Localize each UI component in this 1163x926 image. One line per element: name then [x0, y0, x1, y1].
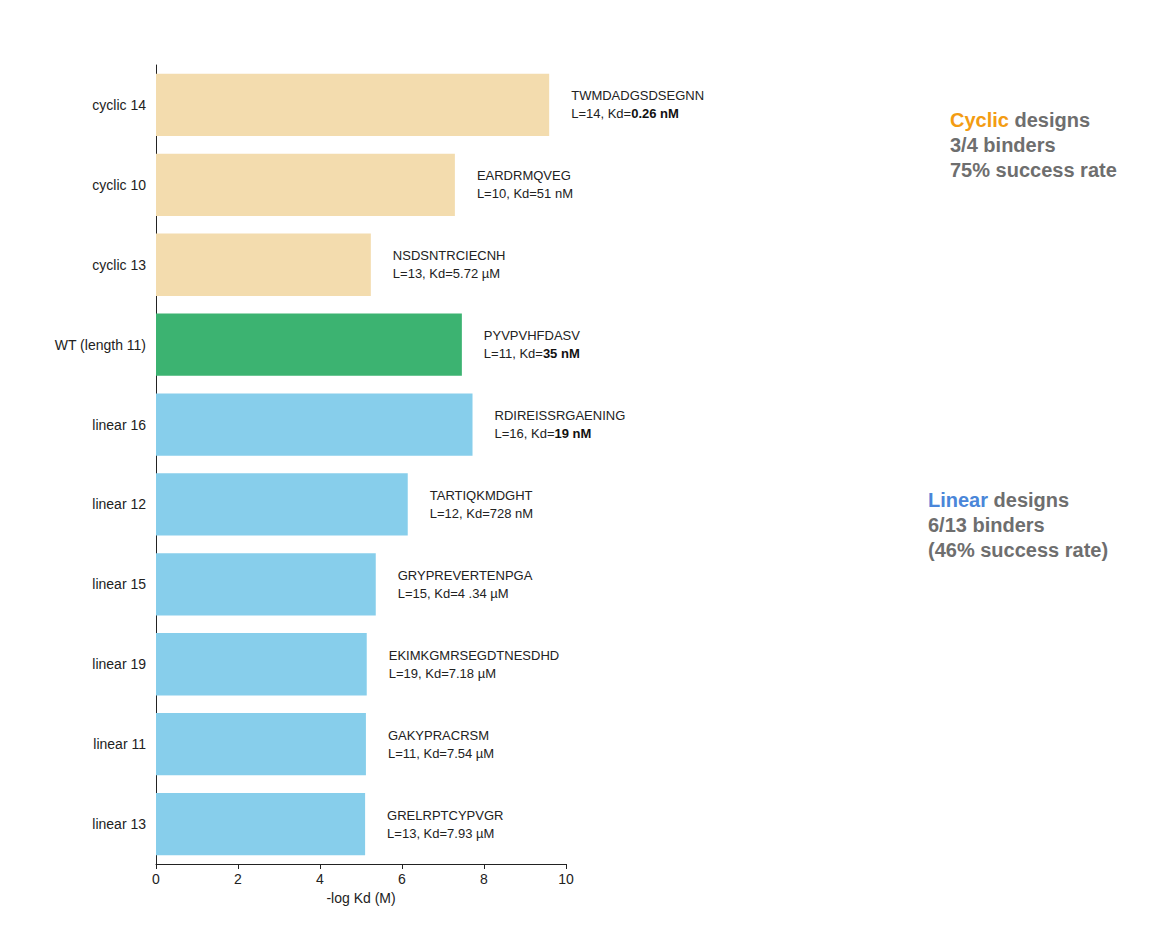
svg-text:0.26 nM: 0.26 nM [631, 106, 679, 121]
svg-text:L=15, Kd=: L=15, Kd= [398, 586, 458, 601]
svg-text:cyclic 10: cyclic 10 [92, 177, 146, 193]
svg-text:NSDSNTRCIECNH: NSDSNTRCIECNH [393, 248, 506, 263]
svg-text:L=13, Kd=: L=13, Kd= [387, 826, 447, 841]
svg-text:4 .34 µM: 4 .34 µM [458, 586, 509, 601]
svg-text:WT (length 11): WT (length 11) [55, 337, 146, 353]
svg-text:-log Kd (M): -log Kd (M) [326, 890, 395, 906]
svg-text:EARDRMQVEG: EARDRMQVEG [477, 168, 571, 183]
svg-text:linear 19: linear 19 [92, 656, 146, 672]
svg-text:L=16, Kd=: L=16, Kd= [495, 426, 555, 441]
svg-text:728 nM: 728 nM [490, 506, 533, 521]
svg-text:L=11, Kd=: L=11, Kd= [388, 746, 447, 761]
svg-text:linear 16: linear 16 [92, 417, 146, 433]
svg-text:(46% success rate): (46% success rate) [928, 539, 1108, 561]
svg-text:10: 10 [558, 871, 574, 887]
svg-text:51 nM: 51 nM [537, 186, 573, 201]
svg-text:35 nM: 35 nM [543, 346, 580, 361]
svg-text:7.93 µM: 7.93 µM [447, 826, 494, 841]
svg-text:L=10, Kd=: L=10, Kd= [477, 186, 537, 201]
svg-text:L=19, Kd=: L=19, Kd= [389, 666, 449, 681]
svg-text:linear 12: linear 12 [92, 496, 146, 512]
svg-text:designs: designs [1009, 109, 1090, 131]
svg-text:Cyclic: Cyclic [950, 109, 1009, 131]
svg-text:0: 0 [152, 871, 160, 887]
svg-text:EKIMKGMRSEGDTNESDHD: EKIMKGMRSEGDTNESDHD [389, 648, 559, 663]
svg-text:L=12, Kd=: L=12, Kd= [430, 506, 490, 521]
svg-text:6: 6 [398, 871, 406, 887]
svg-text:designs: designs [988, 489, 1069, 511]
svg-text:RDIREISSRGAENING: RDIREISSRGAENING [495, 408, 626, 423]
svg-text:PYVPVHFDASV: PYVPVHFDASV [484, 328, 580, 343]
svg-text:cyclic 13: cyclic 13 [92, 257, 146, 273]
svg-text:TWMDADGSDSEGNN: TWMDADGSDSEGNN [571, 88, 704, 103]
svg-text:GRELRPTCYPVGR: GRELRPTCYPVGR [387, 808, 503, 823]
svg-text:L=14, Kd=: L=14, Kd= [571, 106, 631, 121]
svg-text:linear 15: linear 15 [92, 576, 146, 592]
svg-text:7.54 µM: 7.54 µM [447, 746, 494, 761]
svg-text:GAKYPRACRSM: GAKYPRACRSM [388, 728, 489, 743]
svg-text:19 nM: 19 nM [555, 426, 592, 441]
svg-text:6/13 binders: 6/13 binders [928, 514, 1045, 536]
svg-text:4: 4 [316, 871, 324, 887]
svg-text:L=11, Kd=: L=11, Kd= [484, 346, 543, 361]
svg-text:GRYPREVERTENPGA: GRYPREVERTENPGA [398, 568, 533, 583]
svg-text:Linear: Linear [928, 489, 988, 511]
svg-text:75% success rate: 75% success rate [950, 159, 1117, 181]
svg-text:5.72 µM: 5.72 µM [453, 266, 500, 281]
svg-text:8: 8 [480, 871, 488, 887]
svg-text:3/4 binders: 3/4 binders [950, 134, 1056, 156]
svg-text:L=13, Kd=: L=13, Kd= [393, 266, 453, 281]
svg-text:cyclic 14: cyclic 14 [92, 97, 146, 113]
svg-text:7.18 µM: 7.18 µM [449, 666, 496, 681]
svg-text:2: 2 [234, 871, 242, 887]
svg-text:linear 13: linear 13 [92, 816, 146, 832]
svg-text:TARTIQKMDGHT: TARTIQKMDGHT [430, 488, 533, 503]
svg-text:linear 11: linear 11 [93, 736, 146, 752]
